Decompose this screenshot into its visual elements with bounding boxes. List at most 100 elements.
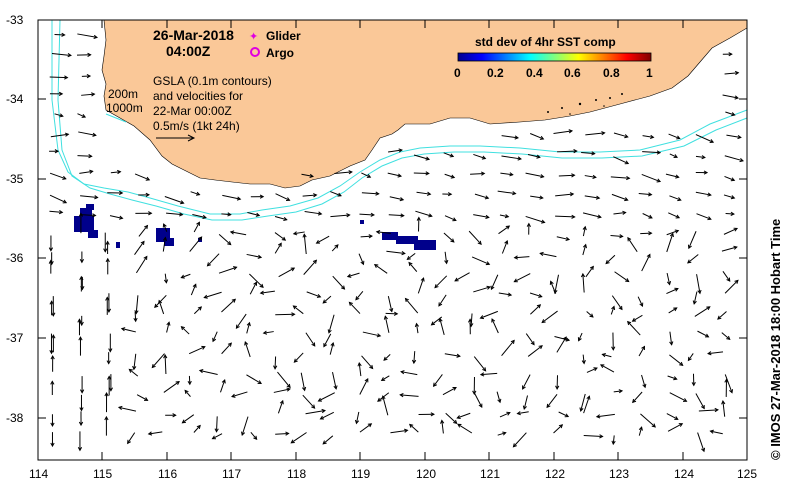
- x-axis: [37, 20, 748, 460]
- velocity-arrow-head: [231, 393, 236, 398]
- velocity-arrow-head: [627, 236, 632, 242]
- velocity-arrow: [454, 272, 470, 282]
- x-tick-label: 117: [222, 467, 241, 481]
- velocity-arrow: [610, 234, 623, 237]
- velocity-arrow-head: [163, 279, 169, 284]
- velocity-arrow-head: [94, 195, 99, 200]
- velocity-arrow: [79, 170, 93, 174]
- velocity-arrow-head: [589, 265, 594, 271]
- velocity-arrow-head: [571, 173, 576, 178]
- velocity-arrow: [358, 253, 364, 265]
- velocity-arrow-head: [187, 380, 192, 386]
- velocity-arrow-head: [734, 279, 739, 284]
- velocity-arrow-head: [93, 34, 99, 39]
- velocity-arrow-head: [568, 129, 574, 134]
- x-tick-label: 125: [737, 467, 757, 481]
- velocity-arrow-head: [679, 361, 684, 366]
- velocity-arrow: [553, 130, 573, 134]
- velocity-arrow-head: [86, 73, 92, 79]
- velocity-arrows: [48, 32, 744, 453]
- velocity-arrow: [359, 213, 374, 216]
- velocity-arrow: [555, 215, 575, 218]
- velocity-arrow-head: [546, 403, 551, 409]
- velocity-arrow: [359, 378, 369, 395]
- velocity-arrow: [641, 374, 646, 388]
- velocity-arrow-head: [669, 341, 674, 346]
- velocity-arrow-head: [106, 308, 112, 313]
- velocity-arrow-head: [669, 232, 674, 238]
- velocity-arrow: [665, 173, 679, 178]
- velocity-arrow-head: [286, 383, 291, 389]
- velocity-arrow: [613, 390, 623, 393]
- velocity-arrow-head: [506, 411, 511, 416]
- velocity-arrow-head: [625, 278, 630, 283]
- y-tick-label: -36: [6, 251, 24, 265]
- y-tick-label: -33: [6, 13, 24, 27]
- velocity-arrow-head: [408, 423, 414, 428]
- velocity-arrow-head: [145, 192, 150, 198]
- colorbar: [457, 52, 652, 62]
- velocity-arrow: [696, 274, 701, 294]
- velocity-arrow-head: [687, 244, 692, 250]
- velocity-arrow: [193, 306, 202, 315]
- velocity-arrow: [641, 173, 661, 183]
- velocity-arrow: [218, 234, 232, 245]
- y-tick-label: -37: [6, 331, 24, 345]
- velocity-arrow-head: [626, 175, 631, 181]
- velocity-arrow-head: [334, 244, 339, 249]
- velocity-arrow: [231, 391, 248, 398]
- velocity-arrow-head: [333, 385, 338, 390]
- velocity-arrow-head: [599, 364, 605, 369]
- velocity-arrow-head: [62, 199, 68, 204]
- velocity-arrow-head: [147, 431, 153, 436]
- velocity-arrow: [199, 370, 218, 376]
- velocity-arrow: [219, 379, 226, 393]
- velocity-arrow-head: [597, 214, 602, 219]
- velocity-arrow-head: [504, 239, 509, 245]
- velocity-arrow-head: [317, 397, 322, 402]
- velocity-arrow: [693, 291, 698, 304]
- velocity-arrow: [263, 331, 274, 334]
- velocity-arrow: [586, 311, 594, 318]
- velocity-arrow-head: [400, 213, 405, 218]
- velocity-arrow: [433, 374, 443, 387]
- velocity-arrow: [49, 210, 63, 213]
- velocity-arrow-head: [369, 364, 374, 370]
- velocity-arrow-head: [134, 310, 139, 315]
- velocity-arrow-head: [485, 214, 490, 220]
- velocity-arrow: [376, 231, 391, 234]
- velocity-arrow-head: [678, 423, 684, 427]
- velocity-arrow-head: [479, 315, 485, 320]
- velocity-arrow: [207, 253, 220, 267]
- velocity-arrow: [135, 295, 139, 314]
- velocity-arrow: [583, 435, 603, 437]
- x-tick-label: 124: [674, 467, 694, 481]
- velocity-arrow-head: [346, 273, 352, 278]
- velocity-arrow-head: [425, 156, 431, 161]
- velocity-arrow: [726, 134, 741, 138]
- gsla-note-line-3: 22-Mar 00:00Z: [153, 104, 232, 118]
- velocity-arrow: [632, 391, 643, 403]
- velocity-arrow-head: [726, 335, 731, 341]
- velocity-arrow-head: [701, 155, 706, 160]
- velocity-arrow: [468, 230, 482, 245]
- velocity-arrow: [638, 427, 643, 436]
- velocity-arrow-head: [593, 367, 598, 372]
- velocity-arrow-head: [739, 158, 744, 163]
- velocity-arrow-head: [293, 358, 298, 363]
- velocity-arrow-head: [231, 298, 237, 303]
- velocity-arrow: [218, 266, 237, 274]
- velocity-arrow: [442, 387, 457, 396]
- velocity-arrow: [190, 191, 200, 196]
- velocity-arrow-head: [62, 175, 67, 180]
- velocity-arrow-head: [632, 398, 637, 404]
- velocity-arrow-head: [536, 154, 541, 159]
- velocity-arrow: [316, 235, 330, 244]
- velocity-arrow: [77, 33, 98, 38]
- velocity-arrow-head: [61, 32, 66, 37]
- velocity-arrow: [668, 212, 680, 219]
- velocity-arrow: [389, 196, 404, 201]
- velocity-arrow-head: [104, 415, 109, 421]
- velocity-arrow: [204, 291, 222, 299]
- scale-label: 0.5m/s (1kt 24h): [153, 119, 240, 133]
